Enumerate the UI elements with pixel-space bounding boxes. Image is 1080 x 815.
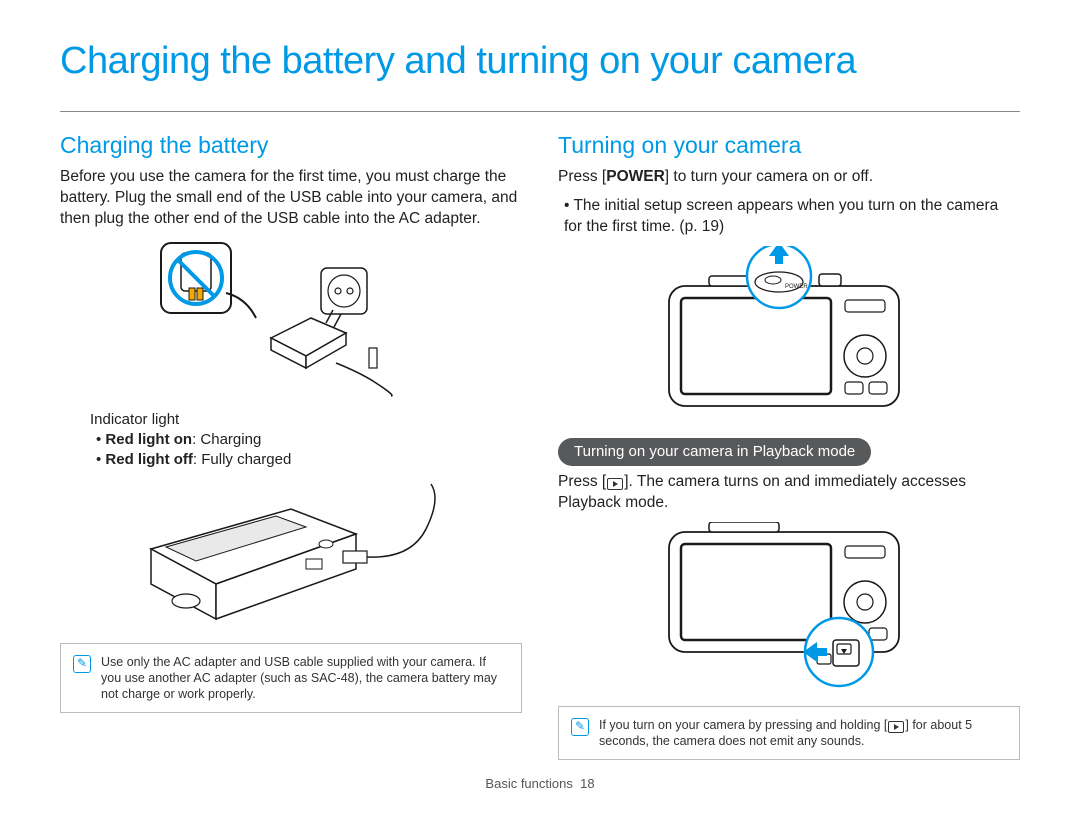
- playback-svg: [639, 522, 939, 692]
- page-title: Charging the battery and turning on your…: [60, 40, 1020, 83]
- page-footer: Basic functions 18: [0, 776, 1080, 791]
- playback-note-prefix: If you turn on your camera by pressing a…: [599, 718, 887, 732]
- charging-intro: Before you use the camera for the first …: [60, 167, 522, 230]
- power-instruction: Press [POWER] to turn your camera on or …: [558, 167, 1020, 188]
- title-rule: [60, 111, 1020, 112]
- charging-illustration: [60, 238, 522, 398]
- playback-instruction: Press []. The camera turns on and immedi…: [558, 472, 1020, 514]
- indicator-label: Indicator light: [90, 410, 522, 430]
- page-number: 18: [580, 776, 594, 791]
- usb-connector: [343, 484, 435, 563]
- power-bullets: The initial setup screen appears when yo…: [558, 196, 1020, 238]
- turning-on-heading: Turning on your camera: [558, 130, 1020, 161]
- playback-icon: [888, 721, 904, 733]
- right-column: Turning on your camera Press [POWER] to …: [558, 130, 1020, 760]
- indicator-list: Red light on: Charging Red light off: Fu…: [90, 430, 522, 471]
- charging-note: ✎ Use only the AC adapter and USB cable …: [60, 643, 522, 714]
- charging-heading: Charging the battery: [60, 130, 522, 161]
- usb-cable-segment: [336, 363, 392, 396]
- ac-adapter: [271, 310, 346, 368]
- playback-illustration: [558, 522, 1020, 692]
- playback-note: ✎ If you turn on your camera by pressing…: [558, 706, 1020, 761]
- power-label-text: POWER: [785, 284, 808, 290]
- indicator-on-label: Red light on: [105, 431, 192, 448]
- playback-icon: [607, 478, 623, 490]
- power-suffix: ] to turn your camera on or off.: [665, 168, 873, 185]
- charging-note-text: Use only the AC adapter and USB cable su…: [101, 654, 509, 703]
- power-word: POWER: [606, 168, 665, 185]
- playback-note-text: If you turn on your camera by pressing a…: [599, 717, 1007, 750]
- charging-svg: [141, 238, 441, 398]
- indicator-off-label: Red light off: [105, 451, 192, 468]
- power-bullet-1: The initial setup screen appears when yo…: [564, 196, 1020, 238]
- camera-charging-illustration: [60, 479, 522, 629]
- footer-section: Basic functions: [485, 776, 572, 791]
- two-column-layout: Charging the battery Before you use the …: [60, 130, 1020, 760]
- warning-bubble: [161, 243, 256, 318]
- power-prefix: Press [: [558, 168, 606, 185]
- camera-body: [151, 509, 356, 619]
- indicator-light-block: Indicator light Red light on: Charging R…: [90, 410, 522, 471]
- indicator-on-row: Red light on: Charging: [96, 430, 522, 450]
- wall-outlet: [321, 268, 367, 314]
- camera-charging-svg: [121, 479, 461, 629]
- usb-plug: [369, 348, 377, 368]
- playback-prefix: Press [: [558, 473, 606, 490]
- playback-mode-pill: Turning on your camera in Playback mode: [558, 438, 871, 466]
- indicator-on-text: : Charging: [192, 431, 261, 448]
- indicator-off-row: Red light off: Fully charged: [96, 450, 522, 470]
- power-svg: POWER: [639, 246, 939, 416]
- power-illustration: POWER: [558, 246, 1020, 416]
- note-icon: ✎: [571, 718, 589, 736]
- left-column: Charging the battery Before you use the …: [60, 130, 522, 760]
- note-icon: ✎: [73, 655, 91, 673]
- indicator-off-text: : Fully charged: [193, 451, 291, 468]
